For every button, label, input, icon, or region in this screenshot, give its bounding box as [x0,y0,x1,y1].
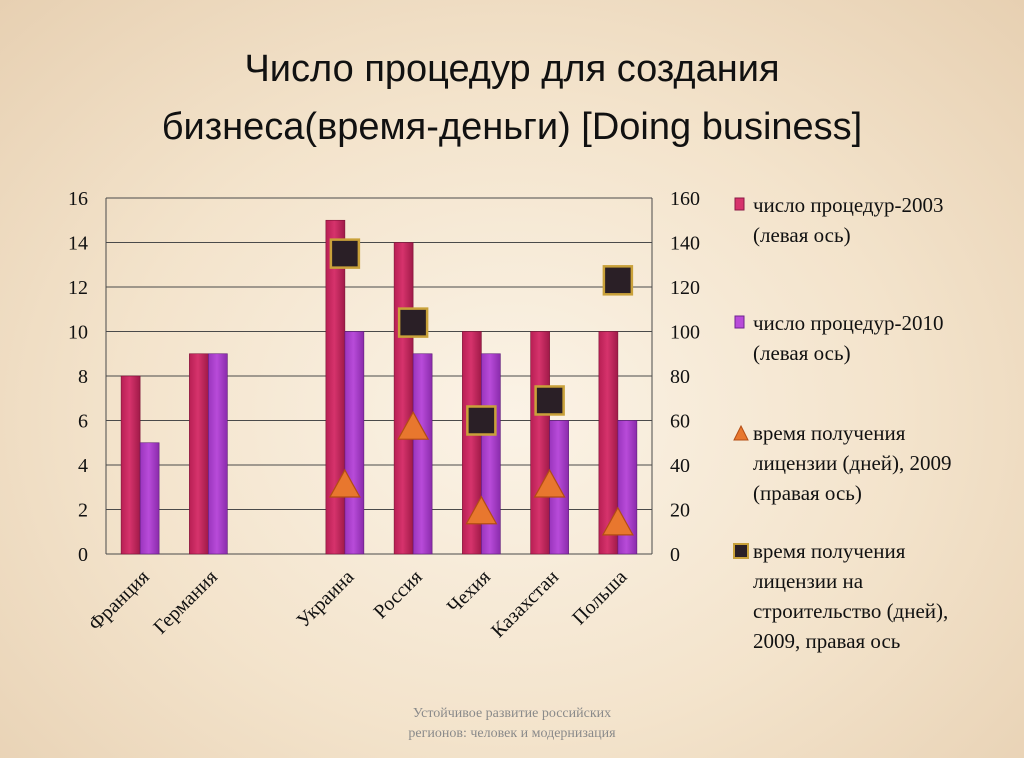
right-tick-label: 140 [670,233,700,255]
footer-line-1: Устойчивое развитие российских [412,706,612,721]
legend-swatch-2010 [734,315,745,329]
square-marker [534,385,565,416]
legend-label-construction-line4: 2009, правая ось [753,629,901,653]
left-tick-label: 2 [78,500,88,522]
legend-item-license: время получения лицензии (дней), 2009 (п… [733,418,1013,536]
triangle-marker [533,468,566,498]
legend-label-license-line2: лицензии (дней), 2009 [753,451,952,475]
square-marker [397,307,429,338]
right-tick-label: 120 [670,277,700,299]
left-tick-label: 16 [68,188,88,210]
legend-label-2010-line2: (левая ось) [753,341,851,365]
legend-item-construction: время получения лицензии на строительств… [733,536,1013,656]
bar-2010 [139,442,160,555]
category-label: Польша [568,566,631,629]
footer: Устойчивое развитие российских регионов:… [0,704,1024,744]
legend: число процедур-2003 (левая ось) число пр… [733,190,1013,656]
left-tick-label: 14 [68,233,88,255]
category-label: Россия [370,566,427,623]
triangle-marker [601,506,634,536]
right-tick-label: 160 [670,188,700,210]
left-tick-label: 10 [68,322,88,344]
left-tick-label: 6 [78,411,88,433]
category-label: Чехия [443,566,495,618]
right-tick-label: 0 [670,544,680,566]
bar-2003 [325,219,346,555]
legend-label-2003-line2: (левая ось) [753,223,851,247]
chart: 0246810121416020406080100120140160Франци… [68,188,700,642]
left-tick-label: 8 [78,366,88,388]
title-line-1: Число процедур для создания [244,48,780,90]
legend-label-2010-line1: число процедур-2010 [753,311,944,335]
right-tick-label: 60 [670,411,690,433]
right-tick-label: 80 [670,366,690,388]
category-label: Украина [292,566,358,632]
legend-square-icon [733,543,749,559]
legend-label-construction-line1: время получения [753,539,906,563]
category-label: Германия [149,566,222,639]
bar-2010 [344,331,365,555]
legend-label-license-line1: время получения [753,421,906,445]
right-tick-label: 20 [670,500,690,522]
legend-label-license-line3: (правая ось) [753,481,862,505]
legend-label-2003-line1: число процедур-2003 [753,193,944,217]
bar-2003 [120,375,141,555]
bar-2003 [530,331,550,555]
square-marker [329,238,361,269]
bar-2010 [481,353,501,555]
bar-2010 [412,353,433,555]
legend-item-2003: число процедур-2003 (левая ось) [733,190,1013,308]
right-tick-label: 40 [670,455,690,477]
triangle-marker [397,410,430,440]
slide-title: Число процедур для создания бизнеса(врем… [0,40,1024,156]
triangle-marker [328,468,361,498]
footer-line-2: регионов: человек и модернизация [408,726,616,741]
title-line-2: бизнеса(время-деньги) [Doing business] [161,106,863,148]
category-label: Франция [84,566,153,635]
left-tick-label: 12 [68,277,88,299]
legend-label-construction-line3: строительство (дней), [753,599,949,623]
legend-swatch-2003 [734,197,745,211]
left-tick-label: 4 [78,455,88,477]
bar-2010 [208,353,228,555]
legend-label-construction-line2: лицензии на [753,569,864,593]
square-marker [602,265,634,296]
legend-triangle-icon [733,425,749,441]
legend-item-2010: число процедур-2010 (левая ось) [733,308,1013,418]
category-label: Казахстан [487,566,563,642]
square-marker [466,405,497,436]
right-tick-label: 100 [670,322,700,344]
bar-2003 [189,353,209,555]
bar-2003 [393,242,414,555]
triangle-marker [465,495,498,525]
left-tick-label: 0 [78,544,88,566]
